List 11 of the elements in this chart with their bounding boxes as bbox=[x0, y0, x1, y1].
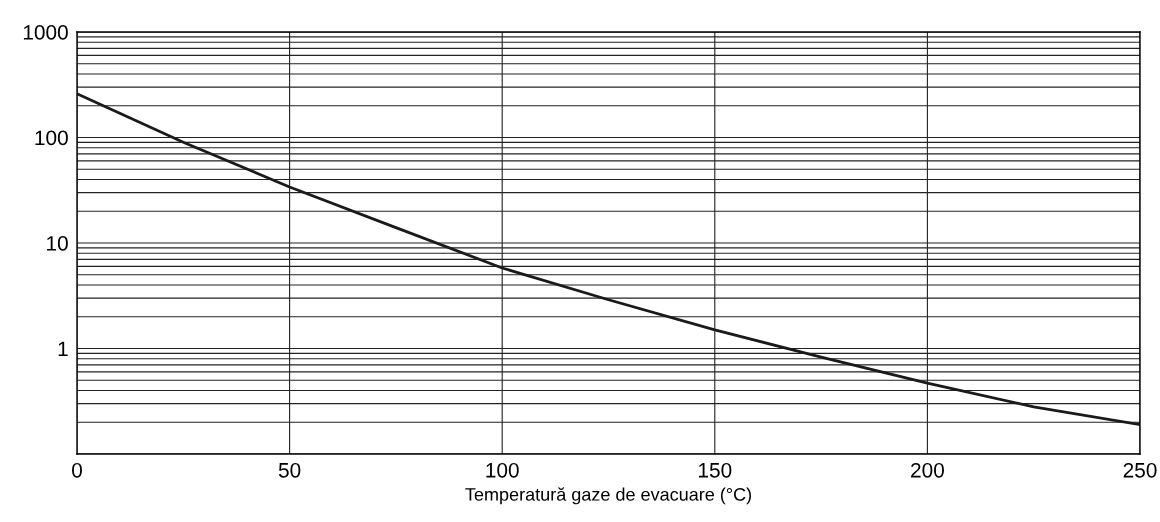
x-tick-label: 150 bbox=[699, 462, 732, 478]
x-tick-label: 100 bbox=[486, 462, 519, 478]
x-tick-label: 50 bbox=[278, 462, 301, 478]
y-tick-label: 100 bbox=[35, 130, 68, 146]
y-tick-label: 1 bbox=[58, 341, 68, 357]
y-tick-label: 1000 bbox=[23, 25, 68, 40]
x-tick-label: 0 bbox=[72, 462, 82, 478]
x-tick-label: 250 bbox=[1123, 462, 1157, 478]
y-tick-label: 10 bbox=[47, 236, 68, 251]
x-tick-label: 200 bbox=[911, 462, 944, 478]
x-axis-title: Temperatură gaze de evacuare (°C) bbox=[465, 487, 751, 505]
